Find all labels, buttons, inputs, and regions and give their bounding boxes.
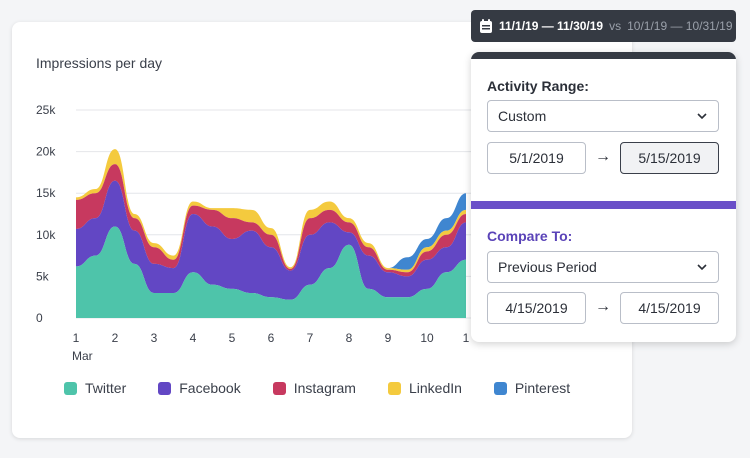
area-series-instagram (76, 164, 466, 277)
date-range-bar[interactable]: 11/1/19 — 11/30/19 vs 10/1/19 — 10/31/19 (471, 10, 736, 42)
compare-arrow-icon: → (595, 298, 611, 315)
legend-label: LinkedIn (408, 380, 462, 396)
x-tick-label: 1 (73, 331, 80, 345)
legend-item[interactable]: LinkedIn (387, 380, 462, 396)
y-tick-label: 15k (36, 186, 56, 200)
chart-legend: Twitter Facebook Instagram LinkedIn Pinteres… (64, 380, 570, 396)
activity-range-select[interactable]: Custom (487, 100, 719, 132)
primary-date-range: 11/1/19 — 11/30/19 (499, 19, 604, 33)
x-tick-label: 7 (307, 331, 314, 345)
legend-label: Twitter (85, 380, 127, 396)
compare-date-range: 10/1/19 — 10/31/19 (627, 19, 733, 33)
legend-label: Instagram (293, 380, 356, 396)
legend-swatch (64, 381, 77, 395)
activity-range-select-value: Custom (498, 108, 547, 124)
panel-top-bar (471, 52, 736, 59)
legend-swatch (387, 381, 401, 395)
area-series-facebook (76, 180, 466, 300)
legend-label: Facebook (179, 380, 241, 396)
activity-end-date[interactable]: 5/15/2019 (620, 142, 719, 174)
compare-end-date[interactable]: 4/15/2019 (620, 292, 719, 324)
y-tick-label: 0 (36, 311, 43, 325)
legend-item[interactable]: Pinterest (493, 380, 571, 396)
compare-to-label: Compare To: (487, 228, 573, 244)
x-tick-label: 1 (463, 331, 470, 345)
chart-title: Impressions per day (36, 55, 163, 71)
x-tick-label: 3 (151, 331, 158, 345)
x-tick-label: 2 (112, 331, 119, 345)
area-series-twitter (76, 226, 466, 318)
x-tick-label: 9 (385, 331, 392, 345)
area-series-linkedin (76, 149, 466, 273)
chevron-down-icon (697, 113, 707, 120)
x-tick-label: 4 (190, 331, 197, 345)
x-tick-label: 10 (420, 331, 434, 345)
x-tick-label: 5 (229, 331, 236, 345)
calendar-icon (480, 19, 492, 33)
y-tick-label: 20k (36, 145, 56, 159)
panel-divider (471, 201, 736, 209)
chevron-down-icon (697, 264, 707, 271)
vs-label: vs (609, 19, 622, 33)
y-tick-label: 25k (36, 103, 56, 117)
compare-start-date[interactable]: 4/15/2019 (487, 292, 586, 324)
activity-arrow-icon: → (595, 148, 611, 165)
x-tick-label: 8 (346, 331, 353, 345)
legend-swatch (272, 381, 286, 395)
legend-item[interactable]: Facebook (158, 380, 241, 396)
legend-swatch (493, 381, 507, 395)
x-tick-label: 6 (268, 331, 275, 345)
legend-item[interactable]: Twitter (64, 380, 126, 396)
legend-label: Pinterest (514, 380, 571, 396)
compare-to-select-value: Previous Period (498, 259, 597, 275)
date-range-panel: Activity Range: Custom 5/1/2019 → 5/15/2… (471, 52, 736, 342)
activity-range-label: Activity Range: (487, 78, 589, 94)
activity-start-date[interactable]: 5/1/2019 (487, 142, 586, 174)
y-tick-label: 10k (36, 228, 56, 242)
y-tick-label: 5k (36, 269, 50, 283)
legend-swatch (158, 381, 172, 395)
compare-to-select[interactable]: Previous Period (487, 251, 719, 283)
x-axis-month-label: Mar (72, 349, 93, 362)
legend-item[interactable]: Instagram (272, 380, 356, 396)
